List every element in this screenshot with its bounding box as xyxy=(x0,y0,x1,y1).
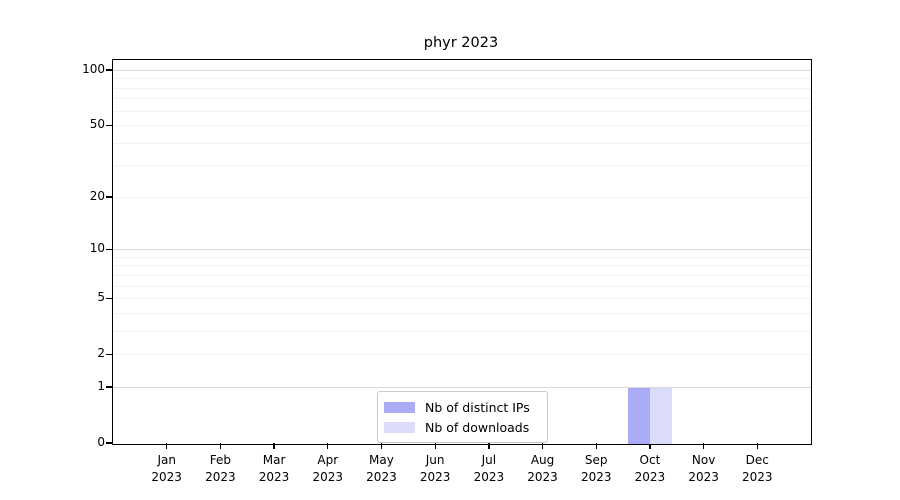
x-tick-mark xyxy=(541,443,544,449)
y-tick-label: 20 xyxy=(89,188,105,203)
y-tick-label: 5 xyxy=(97,290,105,305)
x-tick-label: Jul 2023 xyxy=(473,453,505,484)
minor-gridline xyxy=(113,98,811,100)
y-tick-label: 1 xyxy=(97,378,105,393)
bar xyxy=(649,387,672,444)
legend-label: Nb of distinct IPs xyxy=(425,399,530,415)
y-tick-mark xyxy=(106,124,113,126)
minor-gridline xyxy=(113,125,811,127)
y-tick-label: 2 xyxy=(97,346,105,361)
y-tick-mark xyxy=(106,297,113,299)
minor-gridline xyxy=(113,298,811,300)
major-gridline xyxy=(113,386,811,388)
x-tick-mark xyxy=(380,443,383,449)
legend-item: Nb of distinct IPs xyxy=(384,397,540,417)
x-tick-label: Apr 2023 xyxy=(312,453,344,484)
y-tick-label: 10 xyxy=(89,241,105,256)
x-tick-mark xyxy=(595,443,597,449)
x-tick-mark xyxy=(488,443,490,449)
x-tick-label: Jun 2023 xyxy=(419,453,451,484)
minor-gridline xyxy=(113,142,811,144)
minor-gridline xyxy=(113,78,811,80)
major-gridline xyxy=(113,249,811,251)
y-tick-mark xyxy=(106,69,113,71)
x-tick-label: Sep 2023 xyxy=(580,453,612,484)
bar xyxy=(627,387,650,444)
x-tick-mark xyxy=(434,443,436,449)
minor-gridline xyxy=(113,312,811,314)
legend-swatch xyxy=(384,401,415,413)
x-tick-mark xyxy=(219,443,222,449)
x-tick-label: Dec 2023 xyxy=(742,453,773,484)
y-tick-mark xyxy=(106,442,113,444)
x-tick-label: Aug 2023 xyxy=(527,453,558,484)
minor-gridline xyxy=(113,330,811,332)
legend-item: Nb of downloads xyxy=(384,417,540,437)
x-tick-label: Mar 2023 xyxy=(258,453,290,484)
x-tick-label: Jan 2023 xyxy=(151,453,182,484)
minor-gridline xyxy=(113,265,811,267)
y-tick-mark xyxy=(106,353,113,355)
y-tick-mark xyxy=(106,386,113,388)
x-tick-mark xyxy=(756,443,758,449)
legend: Nb of distinct IPs Nb of downloads xyxy=(377,391,548,443)
y-tick-mark xyxy=(106,248,113,250)
minor-gridline xyxy=(113,196,811,198)
x-tick-label: Feb 2023 xyxy=(205,453,236,484)
legend-label: Nb of downloads xyxy=(425,419,530,435)
legend-swatch xyxy=(384,421,415,433)
minor-gridline xyxy=(113,165,811,167)
x-tick-label: Nov 2023 xyxy=(688,453,719,484)
x-tick-mark xyxy=(649,443,651,449)
y-tick-mark xyxy=(106,196,113,198)
chart-title: phyr 2023 xyxy=(423,35,499,51)
x-tick-mark xyxy=(273,443,275,449)
y-tick-label: 0 xyxy=(97,435,105,449)
minor-gridline xyxy=(113,87,811,89)
plot-area xyxy=(112,59,812,445)
minor-gridline xyxy=(113,274,811,276)
x-tick-mark xyxy=(166,443,168,449)
minor-gridline xyxy=(113,354,811,356)
x-tick-label: Oct 2023 xyxy=(634,453,666,484)
y-tick-label: 50 xyxy=(89,117,105,132)
x-tick-mark xyxy=(327,443,329,449)
minor-gridline xyxy=(113,256,811,258)
x-tick-label: May 2023 xyxy=(366,453,397,484)
x-tick-mark xyxy=(703,443,705,449)
minor-gridline xyxy=(113,285,811,287)
y-tick-label: 100 xyxy=(82,62,105,76)
major-gridline xyxy=(113,70,811,71)
minor-gridline xyxy=(113,110,811,112)
